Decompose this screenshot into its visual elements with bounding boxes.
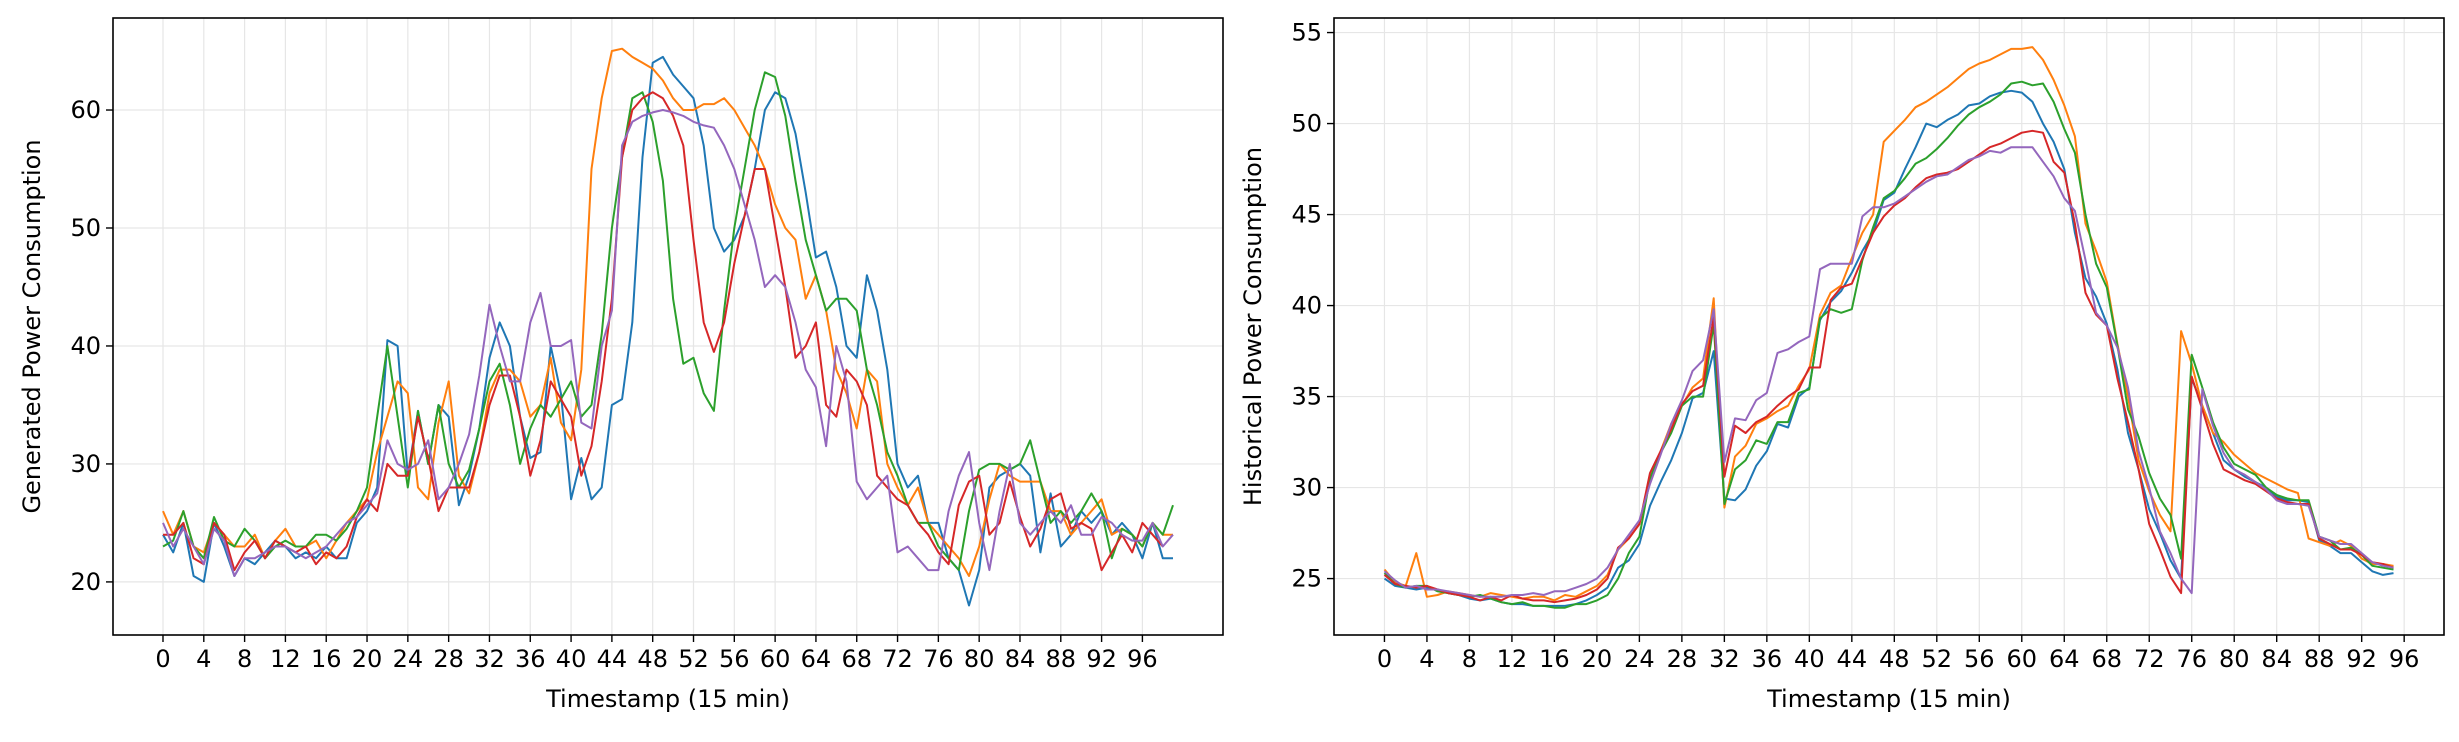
right-chart-x-tick-label: 52: [1922, 645, 1953, 673]
left-chart-x-tick-label: 8: [237, 645, 252, 673]
right-chart-x-tick-label: 64: [2049, 645, 2080, 673]
left-chart-series-lines: [162, 47, 1174, 607]
right-chart-x-tick-label: 88: [2304, 645, 2335, 673]
right-chart-x-tick-label: 20: [1582, 645, 1613, 673]
left-chart-series-5-line: [162, 109, 1174, 577]
left-chart-x-tick-label: 44: [597, 645, 628, 673]
right-chart-y-axis-label: Historical Power Consumption: [1239, 147, 1267, 506]
right-chart-x-tick-label: 60: [2007, 645, 2038, 673]
left-chart-x-tick-label: 96: [1127, 645, 1158, 673]
right-chart-x-tick-label: 40: [1794, 645, 1825, 673]
right-chart-x-tick-label: 12: [1497, 645, 1528, 673]
right-chart-x-tick-label: 8: [1462, 645, 1477, 673]
right-chart-series-lines: [1383, 46, 2394, 609]
right-chart-x-tick-label: 28: [1667, 645, 1698, 673]
right-chart-x-tick-label: 80: [2219, 645, 2250, 673]
left-chart-x-tick-label: 88: [1046, 645, 1077, 673]
right-chart-x-tick-label: 56: [1964, 645, 1995, 673]
left-chart: 0 4 8 12 16 20 24 28 32 36 40 44 48 52 56 60 64 68 72 76 80 8…: [18, 17, 1224, 713]
right-chart-series-1-line: [1383, 89, 2394, 607]
right-chart-x-tick-label: 96: [2389, 645, 2420, 673]
right-chart-series-4-line: [1383, 129, 2394, 604]
right-chart-y-tick-label: 35: [1291, 383, 1322, 411]
left-chart-x-tick-label: 76: [923, 645, 954, 673]
right-chart-x-tick-label: 4: [1419, 645, 1434, 673]
right-chart-x-tick-label: 76: [2176, 645, 2207, 673]
left-chart-x-tick-label: 12: [270, 645, 301, 673]
left-chart-x-tick-label: 0: [155, 645, 170, 673]
left-chart-y-tick-label: 20: [70, 568, 101, 596]
right-chart-x-tick-label: 24: [1624, 645, 1655, 673]
left-chart-x-tick-label: 92: [1086, 645, 1117, 673]
left-chart-x-tick-label: 52: [678, 645, 709, 673]
right-chart-x-axis-label: Timestamp (15 min): [1766, 685, 2011, 713]
left-chart-series-2-line: [162, 47, 1173, 577]
right-chart-x-tick-label: 36: [1752, 645, 1783, 673]
left-chart-series-1-line: [162, 55, 1173, 607]
right-chart-x-tick-label: 48: [1879, 645, 1910, 673]
left-chart-x-tick-label: 28: [433, 645, 464, 673]
right-chart-y-tick-label: 25: [1291, 565, 1322, 593]
left-chart-y-tick-label: 60: [70, 96, 101, 124]
left-chart-x-tick-label: 64: [801, 645, 832, 673]
right-chart-series-5-line: [1383, 146, 2394, 598]
left-chart-plot-frame: [112, 17, 1224, 636]
left-chart-x-tick-label: 60: [760, 645, 791, 673]
left-chart-x-tick-label: 56: [719, 645, 750, 673]
left-chart-ticks: 0 4 8 12 16 20 24 28 32 36 40 44 48 52 56 60 64 68 72 76 80 8…: [70, 96, 1157, 673]
left-chart-x-tick-label: 4: [196, 645, 211, 673]
right-chart-series-2-line: [1383, 46, 2394, 602]
right-chart-y-tick-label: 55: [1291, 19, 1322, 47]
left-chart-grid: [113, 18, 1223, 635]
right-chart-y-tick-label: 45: [1291, 201, 1322, 229]
right-chart-plot-frame: [1333, 17, 2445, 636]
left-chart-x-axis-label: Timestamp (15 min): [545, 685, 790, 713]
left-chart-x-tick-label: 68: [841, 645, 872, 673]
left-chart-x-tick-label: 48: [637, 645, 668, 673]
right-chart-series-3-line: [1383, 80, 2394, 609]
left-chart-y-tick-label: 30: [70, 450, 101, 478]
right-chart-x-tick-label: 0: [1377, 645, 1392, 673]
left-chart-series-3-line: [162, 71, 1174, 572]
right-chart-y-tick-label: 40: [1291, 292, 1322, 320]
left-chart-x-tick-label: 16: [311, 645, 342, 673]
left-chart-x-tick-label: 20: [352, 645, 383, 673]
right-chart-x-tick-label: 68: [2091, 645, 2122, 673]
left-chart-x-tick-label: 32: [474, 645, 505, 673]
right-chart-grid: [1334, 18, 2444, 635]
right-chart-x-tick-label: 16: [1539, 645, 1570, 673]
left-chart-x-tick-label: 40: [556, 645, 587, 673]
left-chart-x-tick-label: 84: [1005, 645, 1036, 673]
left-chart-y-tick-label: 40: [70, 332, 101, 360]
right-chart-x-tick-label: 92: [2346, 645, 2377, 673]
right-chart-x-tick-label: 84: [2261, 645, 2292, 673]
right-chart-y-tick-label: 50: [1291, 110, 1322, 138]
left-chart-y-tick-label: 50: [70, 214, 101, 242]
left-chart-y-axis-label: Generated Power Consumption: [18, 139, 46, 513]
right-chart-x-tick-label: 72: [2134, 645, 2165, 673]
right-chart-x-tick-label: 44: [1837, 645, 1868, 673]
right-chart: 0 4 8 12 16 20 24 28 32 36 40 44 48 52 56 60 64 68 72 76 80 8…: [1239, 17, 2445, 713]
left-chart-x-tick-label: 24: [393, 645, 424, 673]
right-chart-x-tick-label: 32: [1709, 645, 1740, 673]
right-chart-ticks: 0 4 8 12 16 20 24 28 32 36 40 44 48 52 56 60 64 68 72 76 80 8…: [1291, 19, 2419, 673]
left-chart-x-tick-label: 80: [964, 645, 995, 673]
left-chart-x-tick-label: 72: [882, 645, 913, 673]
right-chart-y-tick-label: 30: [1291, 474, 1322, 502]
left-chart-x-tick-label: 36: [515, 645, 546, 673]
